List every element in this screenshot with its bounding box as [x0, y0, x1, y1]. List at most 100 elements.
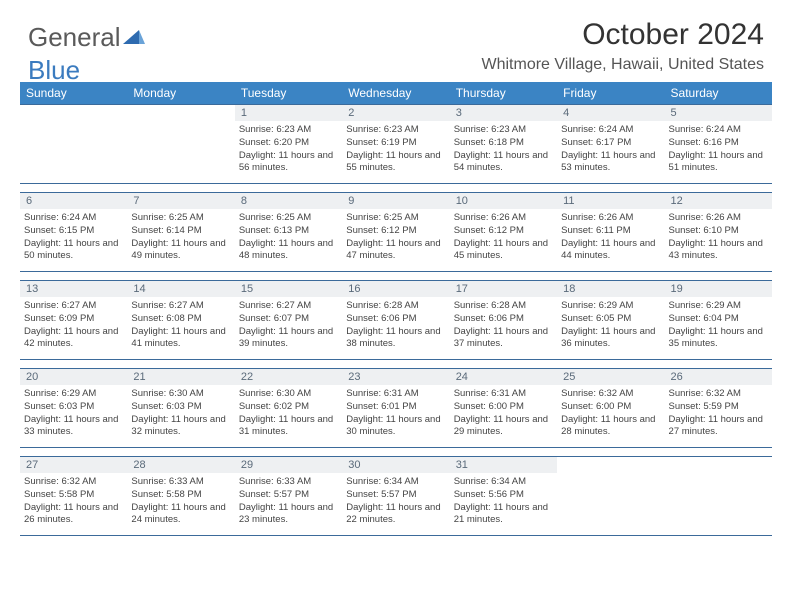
- day-number: 5: [665, 105, 772, 121]
- day-body: Sunrise: 6:25 AMSunset: 6:12 PMDaylight:…: [342, 209, 449, 269]
- sunset-line: Sunset: 5:56 PM: [454, 489, 553, 502]
- daylight-line: Daylight: 11 hours and 29 minutes.: [454, 414, 553, 440]
- day-body: Sunrise: 6:31 AMSunset: 6:00 PMDaylight:…: [450, 385, 557, 445]
- sunrise-line: Sunrise: 6:27 AM: [131, 300, 230, 313]
- sunrise-line: Sunrise: 6:29 AM: [24, 388, 123, 401]
- dow-cell: Tuesday: [235, 82, 342, 104]
- daylight-line: Daylight: 11 hours and 23 minutes.: [239, 502, 338, 528]
- sunrise-line: Sunrise: 6:25 AM: [239, 212, 338, 225]
- day-cell: 30Sunrise: 6:34 AMSunset: 5:57 PMDayligh…: [342, 457, 449, 535]
- daylight-line: Daylight: 11 hours and 26 minutes.: [24, 502, 123, 528]
- daylight-line: Daylight: 11 hours and 21 minutes.: [454, 502, 553, 528]
- daylight-line: Daylight: 11 hours and 22 minutes.: [346, 502, 445, 528]
- day-body: Sunrise: 6:23 AMSunset: 6:20 PMDaylight:…: [235, 121, 342, 181]
- sunset-line: Sunset: 6:19 PM: [346, 137, 445, 150]
- sunrise-line: Sunrise: 6:30 AM: [239, 388, 338, 401]
- sunset-line: Sunset: 6:00 PM: [561, 401, 660, 414]
- day-number: 23: [342, 369, 449, 385]
- day-number: 21: [127, 369, 234, 385]
- day-body: Sunrise: 6:33 AMSunset: 5:57 PMDaylight:…: [235, 473, 342, 533]
- day-cell: 19Sunrise: 6:29 AMSunset: 6:04 PMDayligh…: [665, 281, 772, 359]
- dow-cell: Thursday: [450, 82, 557, 104]
- day-body: Sunrise: 6:26 AMSunset: 6:12 PMDaylight:…: [450, 209, 557, 269]
- daylight-line: Daylight: 11 hours and 39 minutes.: [239, 326, 338, 352]
- day-number: 18: [557, 281, 664, 297]
- day-body: Sunrise: 6:27 AMSunset: 6:09 PMDaylight:…: [20, 297, 127, 357]
- day-cell: 13Sunrise: 6:27 AMSunset: 6:09 PMDayligh…: [20, 281, 127, 359]
- day-body: Sunrise: 6:26 AMSunset: 6:11 PMDaylight:…: [557, 209, 664, 269]
- daylight-line: Daylight: 11 hours and 49 minutes.: [131, 238, 230, 264]
- sunset-line: Sunset: 6:04 PM: [669, 313, 768, 326]
- day-cell: 29Sunrise: 6:33 AMSunset: 5:57 PMDayligh…: [235, 457, 342, 535]
- daylight-line: Daylight: 11 hours and 31 minutes.: [239, 414, 338, 440]
- sunset-line: Sunset: 6:06 PM: [454, 313, 553, 326]
- daylight-line: Daylight: 11 hours and 32 minutes.: [131, 414, 230, 440]
- day-cell: [557, 457, 664, 535]
- day-body: Sunrise: 6:32 AMSunset: 5:58 PMDaylight:…: [20, 473, 127, 533]
- daylight-line: Daylight: 11 hours and 47 minutes.: [346, 238, 445, 264]
- day-number: 14: [127, 281, 234, 297]
- day-number: 22: [235, 369, 342, 385]
- sunset-line: Sunset: 5:57 PM: [346, 489, 445, 502]
- day-number: 28: [127, 457, 234, 473]
- day-cell: 15Sunrise: 6:27 AMSunset: 6:07 PMDayligh…: [235, 281, 342, 359]
- day-number: 7: [127, 193, 234, 209]
- day-body: Sunrise: 6:23 AMSunset: 6:18 PMDaylight:…: [450, 121, 557, 181]
- day-cell: 9Sunrise: 6:25 AMSunset: 6:12 PMDaylight…: [342, 193, 449, 271]
- sunset-line: Sunset: 6:00 PM: [454, 401, 553, 414]
- dow-cell: Monday: [127, 82, 234, 104]
- sunrise-line: Sunrise: 6:33 AM: [239, 476, 338, 489]
- daylight-line: Daylight: 11 hours and 48 minutes.: [239, 238, 338, 264]
- day-body: Sunrise: 6:29 AMSunset: 6:05 PMDaylight:…: [557, 297, 664, 357]
- sunrise-line: Sunrise: 6:23 AM: [239, 124, 338, 137]
- day-cell: [665, 457, 772, 535]
- sunset-line: Sunset: 6:17 PM: [561, 137, 660, 150]
- day-number: 24: [450, 369, 557, 385]
- daylight-line: Daylight: 11 hours and 28 minutes.: [561, 414, 660, 440]
- day-cell: 7Sunrise: 6:25 AMSunset: 6:14 PMDaylight…: [127, 193, 234, 271]
- sunset-line: Sunset: 6:06 PM: [346, 313, 445, 326]
- sunset-line: Sunset: 6:01 PM: [346, 401, 445, 414]
- day-of-week-header: SundayMondayTuesdayWednesdayThursdayFrid…: [20, 82, 772, 104]
- dow-cell: Sunday: [20, 82, 127, 104]
- sunrise-line: Sunrise: 6:28 AM: [454, 300, 553, 313]
- day-cell: 4Sunrise: 6:24 AMSunset: 6:17 PMDaylight…: [557, 105, 664, 183]
- sunrise-line: Sunrise: 6:23 AM: [454, 124, 553, 137]
- logo-text-2: Blue: [28, 55, 80, 85]
- sunrise-line: Sunrise: 6:27 AM: [24, 300, 123, 313]
- day-body: Sunrise: 6:28 AMSunset: 6:06 PMDaylight:…: [342, 297, 449, 357]
- day-number: 2: [342, 105, 449, 121]
- day-body: Sunrise: 6:26 AMSunset: 6:10 PMDaylight:…: [665, 209, 772, 269]
- sunset-line: Sunset: 6:16 PM: [669, 137, 768, 150]
- day-cell: 14Sunrise: 6:27 AMSunset: 6:08 PMDayligh…: [127, 281, 234, 359]
- day-cell: 17Sunrise: 6:28 AMSunset: 6:06 PMDayligh…: [450, 281, 557, 359]
- day-cell: 28Sunrise: 6:33 AMSunset: 5:58 PMDayligh…: [127, 457, 234, 535]
- day-number: 10: [450, 193, 557, 209]
- daylight-line: Daylight: 11 hours and 36 minutes.: [561, 326, 660, 352]
- daylight-line: Daylight: 11 hours and 55 minutes.: [346, 150, 445, 176]
- day-number: 12: [665, 193, 772, 209]
- month-title: October 2024: [482, 18, 765, 52]
- day-body: Sunrise: 6:31 AMSunset: 6:01 PMDaylight:…: [342, 385, 449, 445]
- day-number: 29: [235, 457, 342, 473]
- sunset-line: Sunset: 6:13 PM: [239, 225, 338, 238]
- week-row: 20Sunrise: 6:29 AMSunset: 6:03 PMDayligh…: [20, 368, 772, 448]
- daylight-line: Daylight: 11 hours and 42 minutes.: [24, 326, 123, 352]
- day-number: 13: [20, 281, 127, 297]
- sunrise-line: Sunrise: 6:24 AM: [561, 124, 660, 137]
- day-body: Sunrise: 6:29 AMSunset: 6:03 PMDaylight:…: [20, 385, 127, 445]
- sunrise-line: Sunrise: 6:32 AM: [561, 388, 660, 401]
- day-body: Sunrise: 6:24 AMSunset: 6:16 PMDaylight:…: [665, 121, 772, 181]
- day-cell: 25Sunrise: 6:32 AMSunset: 6:00 PMDayligh…: [557, 369, 664, 447]
- sunset-line: Sunset: 6:18 PM: [454, 137, 553, 150]
- dow-cell: Wednesday: [342, 82, 449, 104]
- brand-logo: General Blue: [28, 22, 145, 86]
- day-number: 8: [235, 193, 342, 209]
- day-number: 15: [235, 281, 342, 297]
- day-cell: 10Sunrise: 6:26 AMSunset: 6:12 PMDayligh…: [450, 193, 557, 271]
- day-cell: 22Sunrise: 6:30 AMSunset: 6:02 PMDayligh…: [235, 369, 342, 447]
- day-body: Sunrise: 6:27 AMSunset: 6:08 PMDaylight:…: [127, 297, 234, 357]
- sunrise-line: Sunrise: 6:26 AM: [669, 212, 768, 225]
- dow-cell: Friday: [557, 82, 664, 104]
- day-cell: [20, 105, 127, 183]
